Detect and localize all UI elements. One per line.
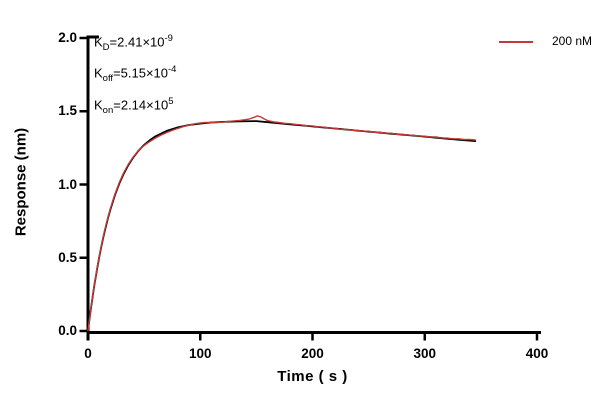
y-axis-title: Response (nm) — [12, 127, 30, 237]
kon-equation: =2.14×10 — [113, 97, 169, 113]
kd-subscript: D — [102, 41, 110, 53]
y-tick-label: 0.5 — [58, 249, 77, 265]
y-tick-label: 1.5 — [58, 103, 77, 119]
response-curve — [87, 115, 476, 332]
legend-label: 200 nM — [552, 34, 593, 48]
legend-line-swatch — [499, 41, 533, 43]
kon-subscript: on — [102, 104, 114, 116]
x-tick-label: 300 — [413, 346, 437, 361]
x-tick-label: 100 — [188, 346, 212, 361]
koff-exponent: -4 — [168, 64, 177, 76]
koff-equation: =5.15×10 — [113, 65, 169, 81]
koff-value-line: Koff=5.15×10-4 — [94, 59, 176, 90]
x-tick-label: 200 — [301, 346, 324, 361]
y-tick-label: 1.0 — [58, 176, 77, 192]
x-tick-label: 0 — [84, 346, 92, 361]
y-tick-label: 2.0 — [58, 30, 77, 45]
fit-curve — [87, 120, 477, 332]
kd-equation: =2.41×10 — [109, 34, 165, 50]
kd-value-line: KD=2.41×10-9 — [94, 28, 176, 59]
koff-symbol: K — [94, 65, 103, 81]
kinetics-annotation: KD=2.41×10-9 Koff=5.15×10-4 Kon=2.14×105 — [94, 28, 176, 122]
x-axis-title: Time ( s ) — [277, 368, 348, 385]
kon-value-line: Kon=2.14×105 — [94, 91, 176, 122]
x-tick-label: 400 — [525, 346, 549, 361]
y-tick-label: 0.0 — [58, 323, 77, 338]
kd-symbol: K — [94, 34, 103, 50]
koff-subscript: off — [102, 73, 114, 85]
kd-exponent: -9 — [164, 33, 173, 44]
kon-exponent: 5 — [168, 95, 174, 107]
kon-symbol: K — [94, 97, 103, 113]
